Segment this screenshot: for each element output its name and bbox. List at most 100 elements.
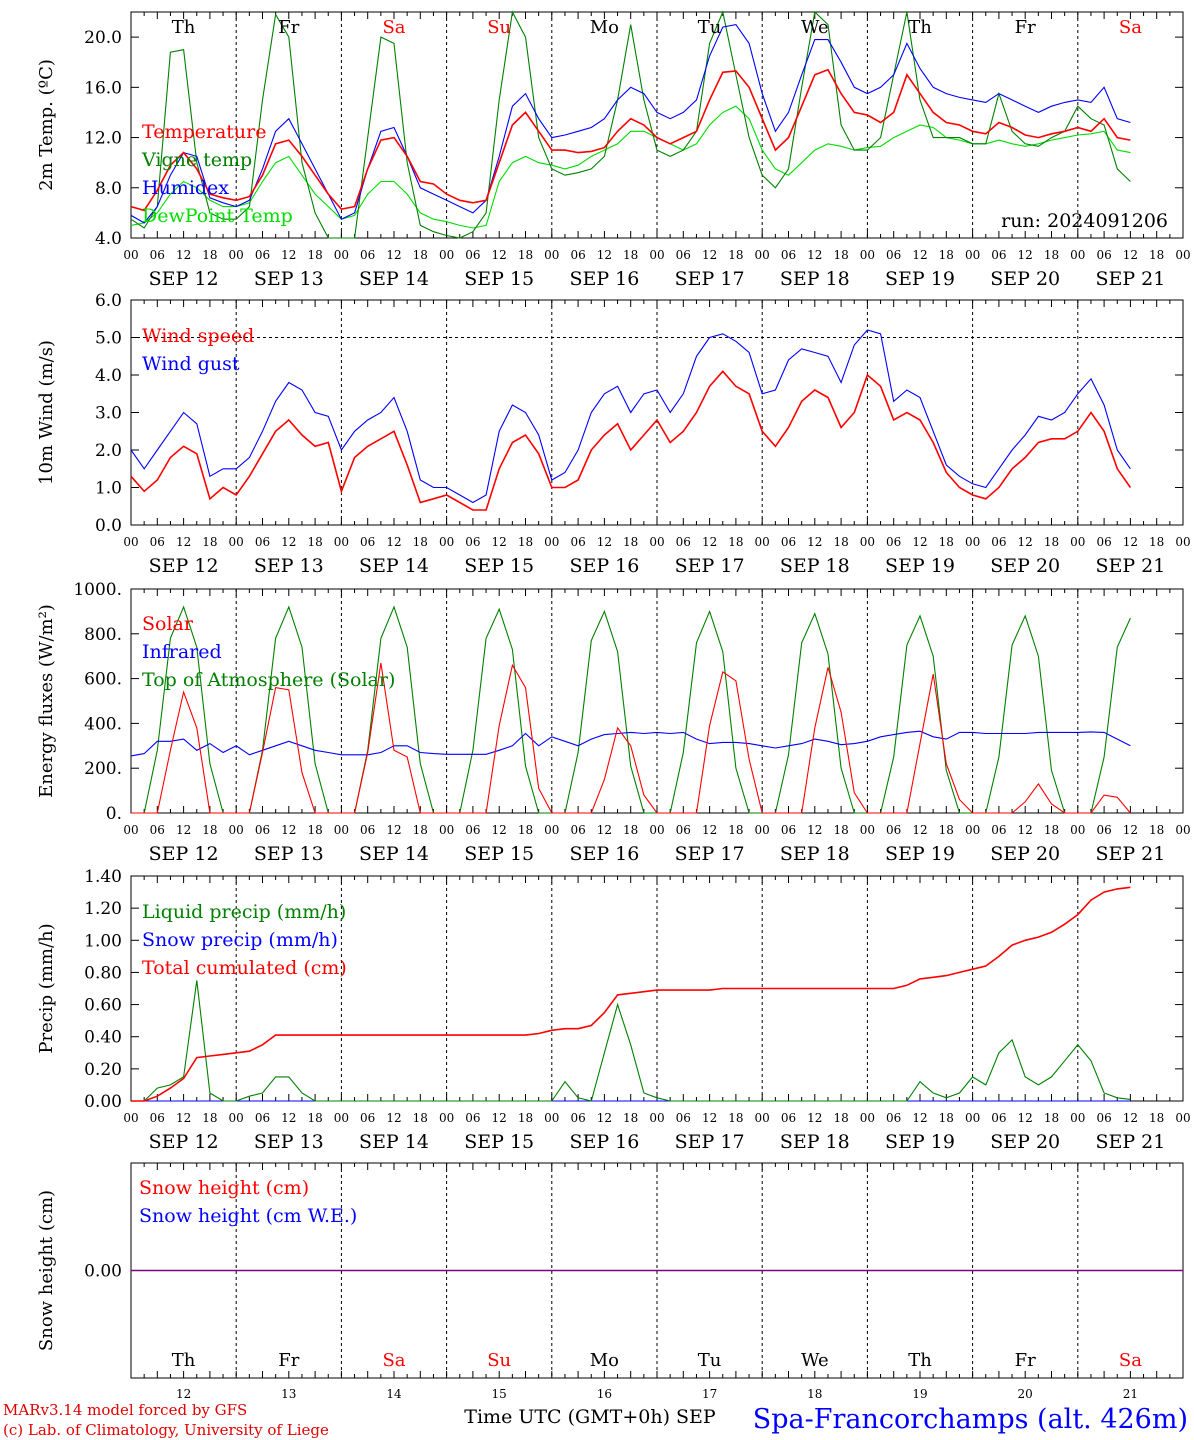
date-label: SEP 17 — [675, 555, 745, 577]
hour-label: 18 — [518, 535, 533, 549]
date-label: SEP 14 — [359, 555, 429, 577]
y-tick-label: 1.0 — [95, 479, 122, 499]
legend-wind-speed: Wind speed — [142, 325, 254, 347]
hour-label: 00 — [334, 1111, 349, 1125]
hour-label: 12 — [912, 1111, 927, 1125]
hour-label: 18 — [728, 1111, 743, 1125]
energy-series-top-of-atmosphere-solar- — [131, 605, 1131, 814]
hour-label: 18 — [307, 248, 322, 262]
hour-label: 18 — [1044, 1111, 1059, 1125]
hour-label: 00 — [965, 248, 980, 262]
hour-label: 12 — [807, 535, 822, 549]
temperature-series-temperature — [130, 68, 1131, 212]
hour-label: 00 — [123, 1111, 138, 1125]
date-label: SEP 13 — [254, 1131, 324, 1153]
y-tick-label: 4.0 — [95, 229, 122, 249]
hour-label: 00 — [439, 535, 454, 549]
temperature-series-dewpoint-temp — [130, 105, 1131, 229]
day-name-top: Th — [172, 17, 196, 38]
temperature-panel: 4.0 8.0 12.0 16.0 20.0 2m Temp. (ºC) Temperatu… — [36, 10, 1191, 290]
legend-top-of-atmosphere-solar-: Top of Atmosphere (Solar) — [142, 669, 395, 691]
hour-label: 18 — [202, 248, 217, 262]
legend-vigne-temp: Vigne temp — [141, 149, 252, 171]
date-label: SEP 12 — [149, 555, 219, 577]
credit-line-2: (c) Lab. of Climatology, University of L… — [3, 1421, 329, 1439]
hour-label: 06 — [1096, 535, 1111, 549]
date-label: SEP 21 — [1095, 555, 1165, 577]
hour-label: 00 — [439, 248, 454, 262]
hour-label: 12 — [386, 248, 401, 262]
hour-label: 00 — [860, 823, 875, 837]
hour-label: 12 — [1123, 535, 1138, 549]
hour-label: 00 — [755, 1111, 770, 1125]
date-label: SEP 12 — [149, 1131, 219, 1153]
hour-label: 12 — [492, 535, 507, 549]
wind-series-wind-speed — [130, 370, 1132, 511]
y-tick-label: 4.0 — [95, 366, 122, 386]
y-tick-label: 0.00 — [84, 1092, 122, 1112]
hour-label: 12 — [386, 823, 401, 837]
hour-label: 12 — [912, 248, 927, 262]
date-label: SEP 16 — [569, 1131, 639, 1153]
hour-label: 12 — [702, 535, 717, 549]
hour-label: 00 — [1175, 823, 1190, 837]
hour-label: 18 — [623, 823, 638, 837]
hour-label: 12 — [912, 535, 927, 549]
date-label: SEP 12 — [149, 843, 219, 865]
date-label: SEP 15 — [464, 555, 534, 577]
date-label: SEP 20 — [990, 555, 1060, 577]
credit-line-1: MARv3.14 model forced by GFS — [3, 1401, 247, 1419]
y-tick-label: 200. — [84, 759, 122, 779]
hour-label: 12 — [1018, 248, 1033, 262]
y-tick-label: 2.0 — [95, 441, 122, 461]
hour-label: 00 — [755, 535, 770, 549]
hour-label: 12 — [176, 248, 191, 262]
hour-label: 06 — [570, 248, 585, 262]
date-label: SEP 14 — [359, 1131, 429, 1153]
day-name-bottom: Fr — [278, 1350, 299, 1371]
legend-snow-height-cm-w-e-: Snow height (cm W.E.) — [139, 1205, 357, 1227]
hour-label: 12 — [492, 248, 507, 262]
hour-label: 06 — [886, 1111, 901, 1125]
hour-label: 00 — [1070, 823, 1085, 837]
day-number: 13 — [281, 1387, 296, 1401]
hour-label: 06 — [991, 1111, 1006, 1125]
legend-temperature: Temperature — [142, 121, 266, 143]
date-label: SEP 19 — [885, 555, 955, 577]
hour-label: 00 — [439, 823, 454, 837]
hour-label: 18 — [413, 535, 428, 549]
wind-series-wind-gust — [130, 329, 1131, 504]
hour-label: 00 — [965, 823, 980, 837]
hour-label: 06 — [465, 248, 480, 262]
date-label: SEP 17 — [675, 1131, 745, 1153]
hour-label: 12 — [912, 823, 927, 837]
day-name-top: Sa — [1119, 17, 1142, 38]
hour-label: 00 — [334, 535, 349, 549]
hour-label: 00 — [649, 1111, 664, 1125]
hour-label: 18 — [1044, 535, 1059, 549]
date-label: SEP 15 — [464, 268, 534, 290]
day-number: 17 — [702, 1387, 717, 1401]
hour-label: 12 — [176, 823, 191, 837]
date-label: SEP 18 — [780, 843, 850, 865]
hour-label: 00 — [860, 1111, 875, 1125]
hour-label: 18 — [728, 248, 743, 262]
hour-label: 18 — [307, 535, 322, 549]
hour-label: 18 — [623, 535, 638, 549]
date-label: SEP 21 — [1095, 843, 1165, 865]
hour-label: 06 — [781, 535, 796, 549]
hour-label: 18 — [939, 248, 954, 262]
energy-series-infrared — [130, 730, 1131, 757]
day-number: 20 — [1018, 1387, 1033, 1401]
legend-snow-precip-mm-h-: Snow precip (mm/h) — [142, 929, 338, 951]
y-tick-label: 16.0 — [84, 78, 122, 98]
hour-label: 06 — [360, 823, 375, 837]
hour-label: 06 — [781, 823, 796, 837]
date-label: SEP 18 — [780, 1131, 850, 1153]
run-label: run: 2024091206 — [1001, 210, 1168, 232]
y-tick-label: 0.80 — [84, 963, 122, 983]
hour-label: 12 — [281, 823, 296, 837]
y-tick-label: 0.20 — [84, 1060, 122, 1080]
hour-label: 18 — [413, 248, 428, 262]
hour-label: 06 — [150, 535, 165, 549]
